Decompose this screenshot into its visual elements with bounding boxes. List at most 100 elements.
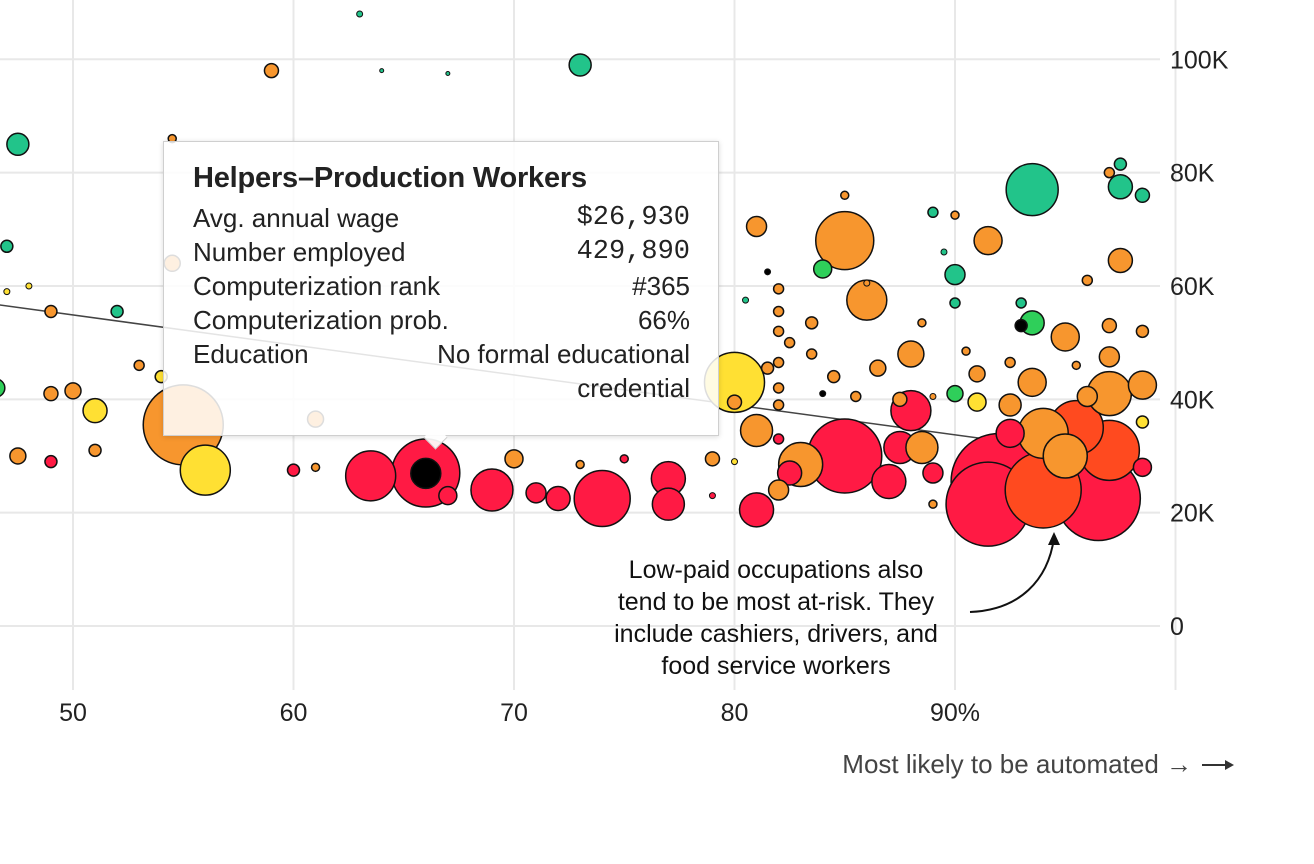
data-point [772,382,785,394]
data-point [9,447,27,465]
x-tick-label: 70 [500,699,528,727]
data-point [1014,318,1028,333]
data-point [651,487,686,521]
annotation-arrow-head [1048,532,1060,545]
data-point [783,336,796,349]
y-tick-label: 80K [1170,160,1215,188]
data-point [772,325,785,338]
data-point [968,365,986,383]
data-point [82,397,108,424]
data-point [704,451,721,467]
tooltip-label: Number employed [193,237,406,267]
data-point [998,393,1022,417]
data-point [379,68,385,74]
data-point [3,288,11,296]
data-point [1135,324,1150,339]
data-point [863,279,871,287]
data-point [575,459,585,470]
data-point [1107,174,1134,200]
annotation-line: Low-paid occupations also [629,556,924,584]
data-point [944,263,966,286]
data-point [949,297,961,309]
data-point [1005,162,1059,217]
data-point [897,340,925,368]
data-point [545,485,571,512]
data-point [726,394,743,410]
data-point [929,392,937,400]
data-point [438,485,458,506]
data-point [44,454,58,469]
data-point [815,210,875,271]
data-point [772,356,785,369]
annotation: Low-paid occupations also tend to be most… [614,532,1060,680]
data-point [1015,297,1027,309]
occupation-tooltip: Helpers–Production Workers Avg. annual w… [163,141,719,436]
y-tick-label: 0 [1170,613,1184,641]
data-point [871,463,907,500]
data-point [286,463,301,477]
tooltip-value: No formal educational credential [437,339,690,403]
data-point [826,369,841,384]
data-point [573,469,631,528]
data-point [869,359,887,377]
data-point [470,468,514,512]
data-point [445,70,451,76]
y-tick-label: 60K [1170,273,1215,301]
data-point [850,390,862,403]
highlighted-point [410,457,442,490]
data-point [0,239,14,254]
tooltip-value: $26,930 [576,203,690,233]
y-tick-label: 20K [1170,500,1215,528]
data-point [804,316,819,330]
data-point [946,384,964,403]
data-point [356,10,364,18]
data-point [344,450,397,502]
data-point [742,296,750,304]
tooltip-row-wage: Avg. annual wage $26,930 [193,201,690,235]
data-point [905,430,939,465]
data-point [764,268,772,276]
data-point [110,304,124,319]
data-point [1113,157,1128,171]
data-point [1135,415,1150,429]
x-tick-label: 80 [721,699,749,727]
annotation-line: food service workers [661,652,890,680]
data-point [819,390,827,398]
data-point [1103,166,1116,179]
x-tick-label: 50 [59,699,87,727]
tooltip-label: Computerization rank [193,271,441,301]
tooltip-row-education: Education No formal educational credenti… [193,337,690,405]
data-point [1098,346,1121,368]
data-point [1134,187,1151,204]
tooltip-row-prob: Computerization prob. 66% [193,303,690,337]
data-point [43,385,59,402]
data-point [708,492,716,500]
data-point [940,248,948,256]
data-point [1050,322,1080,352]
data-point [64,382,82,400]
tooltip-label: Avg. annual wage [193,203,400,233]
data-point [995,418,1025,449]
data-point [568,53,592,77]
data-point [0,379,6,397]
axis-ticks: 0 20K 40K 60K 80K 100K 50 60 70 80 90% [59,46,1229,727]
data-point [133,359,145,372]
data-point [310,462,321,473]
tooltip-title: Helpers–Production Workers [193,162,587,194]
x-tick-label: 90% [930,699,980,727]
data-point [772,283,785,295]
y-tick-label: 100K [1170,46,1229,74]
data-point [1127,370,1158,400]
data-point [917,318,927,328]
data-point [772,305,785,318]
arrow-head-icon [1225,760,1234,770]
tooltip-label: Education [193,339,309,369]
data-point [1017,367,1047,398]
data-point [772,433,785,445]
data-point [967,392,987,412]
data-point [760,361,775,375]
data-point [950,210,960,220]
tooltip-label: Computerization prob. [193,305,449,335]
data-point [25,282,33,290]
data-point [263,62,280,79]
